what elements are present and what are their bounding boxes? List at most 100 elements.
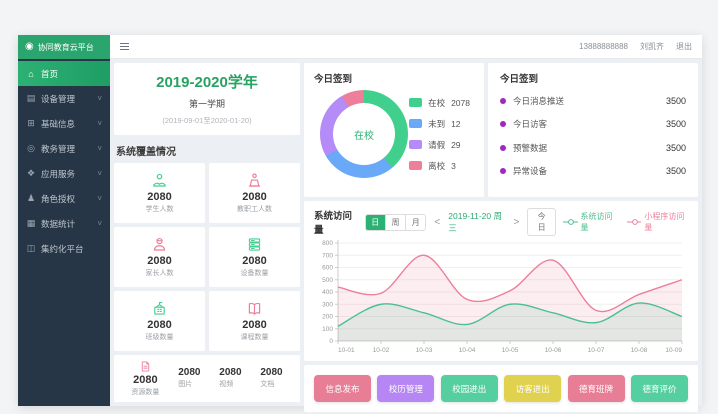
hamburger-icon[interactable] <box>120 43 129 50</box>
bullet-dot-icon <box>500 144 506 151</box>
visits-title: 系统访问量 <box>314 211 353 236</box>
bullet-dot-icon <box>500 168 506 175</box>
tab-month[interactable]: 月 <box>405 214 426 230</box>
today-stats-title: 今日签到 <box>500 74 539 85</box>
info-publish-button[interactable]: 信息发布 <box>314 375 371 402</box>
sidebar-item-label: 数据统计 <box>41 218 76 229</box>
user-name[interactable]: 刘凯齐 <box>640 42 664 51</box>
visits-line-chart: 0 100 200 300 400 500 600 700 800 10-01 10-02 10-03… <box>322 240 683 354</box>
legend-label: 在校 <box>428 97 446 108</box>
stat-value: 2080 <box>147 318 172 331</box>
term-card: 2019-2020学年 第一学期 (2019-09-01至2020-01-20) <box>114 63 300 135</box>
chevron-down-icon: ˅ <box>97 144 102 153</box>
svg-text:10-03: 10-03 <box>416 347 433 354</box>
donut-legend: 在校 2078 未到 12 请假 <box>409 97 470 172</box>
visits-chart-card: 系统访问量 日 周 月 < 2019-11-20 周三 > 今日 <box>304 201 698 361</box>
prev-date-arrow[interactable]: < <box>434 216 441 228</box>
sidebar-item-platform[interactable]: ◫ 集约化平台 <box>18 236 110 261</box>
svg-text:300: 300 <box>322 301 333 308</box>
stat-value: 2080 <box>178 367 201 379</box>
device-manage-icon: ▤ <box>26 93 36 103</box>
sidebar: ◉ 协同教育云平台 ⌂ 首页 ▤ 设备管理 ˅ ⊞ 基础信息 ˅ ◎ 教务管理 … <box>18 35 110 406</box>
sidebar-item-label: 集约化平台 <box>41 243 84 254</box>
today-button[interactable]: 今日 <box>527 208 556 236</box>
resource-images: 2080 图片 <box>178 367 200 389</box>
svg-text:100: 100 <box>322 326 333 333</box>
resource-videos: 2080 视频 <box>219 367 241 389</box>
svg-text:200: 200 <box>322 314 333 321</box>
next-date-arrow[interactable]: > <box>513 216 520 228</box>
basic-info-icon: ⊞ <box>27 118 35 128</box>
period-tabs: 日 周 月 <box>364 213 427 231</box>
platform-icon: ◫ <box>26 243 36 253</box>
term-subtitle: 第一学期 <box>188 99 225 110</box>
svg-text:700: 700 <box>322 252 333 259</box>
parent-icon <box>151 236 168 254</box>
legend-value: 12 <box>451 118 461 129</box>
sidebar-item-home[interactable]: ⌂ 首页 <box>18 61 110 86</box>
visitor-access-button[interactable]: 访客进出 <box>504 375 562 402</box>
stat-label: 预警数据 <box>513 142 548 153</box>
stat-card-staff: 2080 教职工人数 <box>209 162 300 223</box>
stat-label: 资源数量 <box>131 389 160 397</box>
selected-date: 2019-11-20 周三 <box>448 211 502 233</box>
today-stats-card: 今日签到 今日消息推送 3500 今日访客 3500 <box>488 63 698 197</box>
sidebar-item-label: 教务管理 <box>41 143 76 154</box>
svg-text:10-05: 10-05 <box>502 347 519 354</box>
legend-label: 未到 <box>428 118 446 129</box>
list-item: 异常设备 3500 <box>500 165 686 177</box>
sidebar-item-label: 设备管理 <box>41 93 76 104</box>
stat-value: 3500 <box>665 119 686 130</box>
moral-eval-button[interactable]: 德育评价 <box>630 375 688 402</box>
coverage-section-title: 系统覆盖情况 <box>116 146 176 158</box>
svg-text:10-08: 10-08 <box>631 347 648 354</box>
sidebar-item-device-manage[interactable]: ▤ 设备管理 ˅ <box>18 86 110 111</box>
stat-label: 今日访客 <box>513 119 548 130</box>
resource-icon <box>139 359 152 373</box>
stat-value: 2080 <box>147 254 172 267</box>
sidebar-item-data-stats[interactable]: ▦ 数据统计 ˅ <box>18 211 110 236</box>
visits-legend: 系统访问量 小程序访问量 <box>563 211 688 233</box>
sidebar-item-academic[interactable]: ◎ 教务管理 ˅ <box>18 136 110 161</box>
chevron-down-icon: ˅ <box>97 169 102 178</box>
campus-access-button[interactable]: 校园进出 <box>440 375 498 402</box>
stat-value: 2080 <box>147 190 172 203</box>
legend-item-absent: 未到 12 <box>409 118 470 130</box>
app-logo: ◉ 协同教育云平台 <box>18 35 110 59</box>
school-calendar-button[interactable]: 校历管理 <box>377 375 435 402</box>
stat-label: 视频 <box>219 381 234 389</box>
term-date-range: (2019-09-01至2020-01-20) <box>162 116 252 126</box>
donut-center-label: 在校 <box>354 130 374 142</box>
svg-text:400: 400 <box>322 289 333 296</box>
stat-label: 班级数量 <box>145 333 174 341</box>
chevron-down-icon: ˅ <box>97 219 102 228</box>
sidebar-item-role-auth[interactable]: ♟ 角色授权 ˅ <box>18 186 110 211</box>
legend-label: 离校 <box>428 160 446 171</box>
legend-item-at-school: 在校 2078 <box>409 97 470 109</box>
logout-link[interactable]: 退出 <box>676 42 692 51</box>
stat-value: 2080 <box>133 374 158 387</box>
sidebar-item-basic-info[interactable]: ⊞ 基础信息 ˅ <box>18 111 110 136</box>
stat-value: 2080 <box>242 318 267 331</box>
user-phone: 13888888888 <box>579 42 628 51</box>
signin-donut-card: 今日签到 在校 在校 2078 <box>304 63 484 197</box>
sidebar-menu: ⌂ 首页 ▤ 设备管理 ˅ ⊞ 基础信息 ˅ ◎ 教务管理 ˅ ❖ 应用服务 ˅ <box>18 59 110 261</box>
stat-value: 2080 <box>242 254 267 267</box>
svg-text:10-02: 10-02 <box>373 347 390 354</box>
svg-text:10-09: 10-09 <box>665 347 682 354</box>
legend-miniapp-visits: 小程序访问量 <box>626 211 688 233</box>
stat-card-devices: 2080 设备数量 <box>209 226 300 287</box>
legend-value: 2078 <box>451 97 470 108</box>
stat-value: 3500 <box>665 166 686 177</box>
stat-label: 课程数量 <box>240 333 269 341</box>
quick-actions-card: 信息发布 校历管理 校园进出 访客进出 德育班牌 德育评价 <box>304 365 698 412</box>
stat-label: 今日消息推送 <box>513 95 565 106</box>
logo-icon: ◉ <box>25 41 34 52</box>
stat-card-courses: 2080 课程数量 <box>209 290 300 351</box>
svg-text:800: 800 <box>322 240 333 247</box>
tab-week[interactable]: 周 <box>384 214 406 230</box>
donut-card-title: 今日签到 <box>314 74 353 85</box>
sidebar-item-app-service[interactable]: ❖ 应用服务 ˅ <box>18 161 110 186</box>
tab-day[interactable]: 日 <box>365 214 385 230</box>
moral-board-button[interactable]: 德育班牌 <box>567 375 625 402</box>
